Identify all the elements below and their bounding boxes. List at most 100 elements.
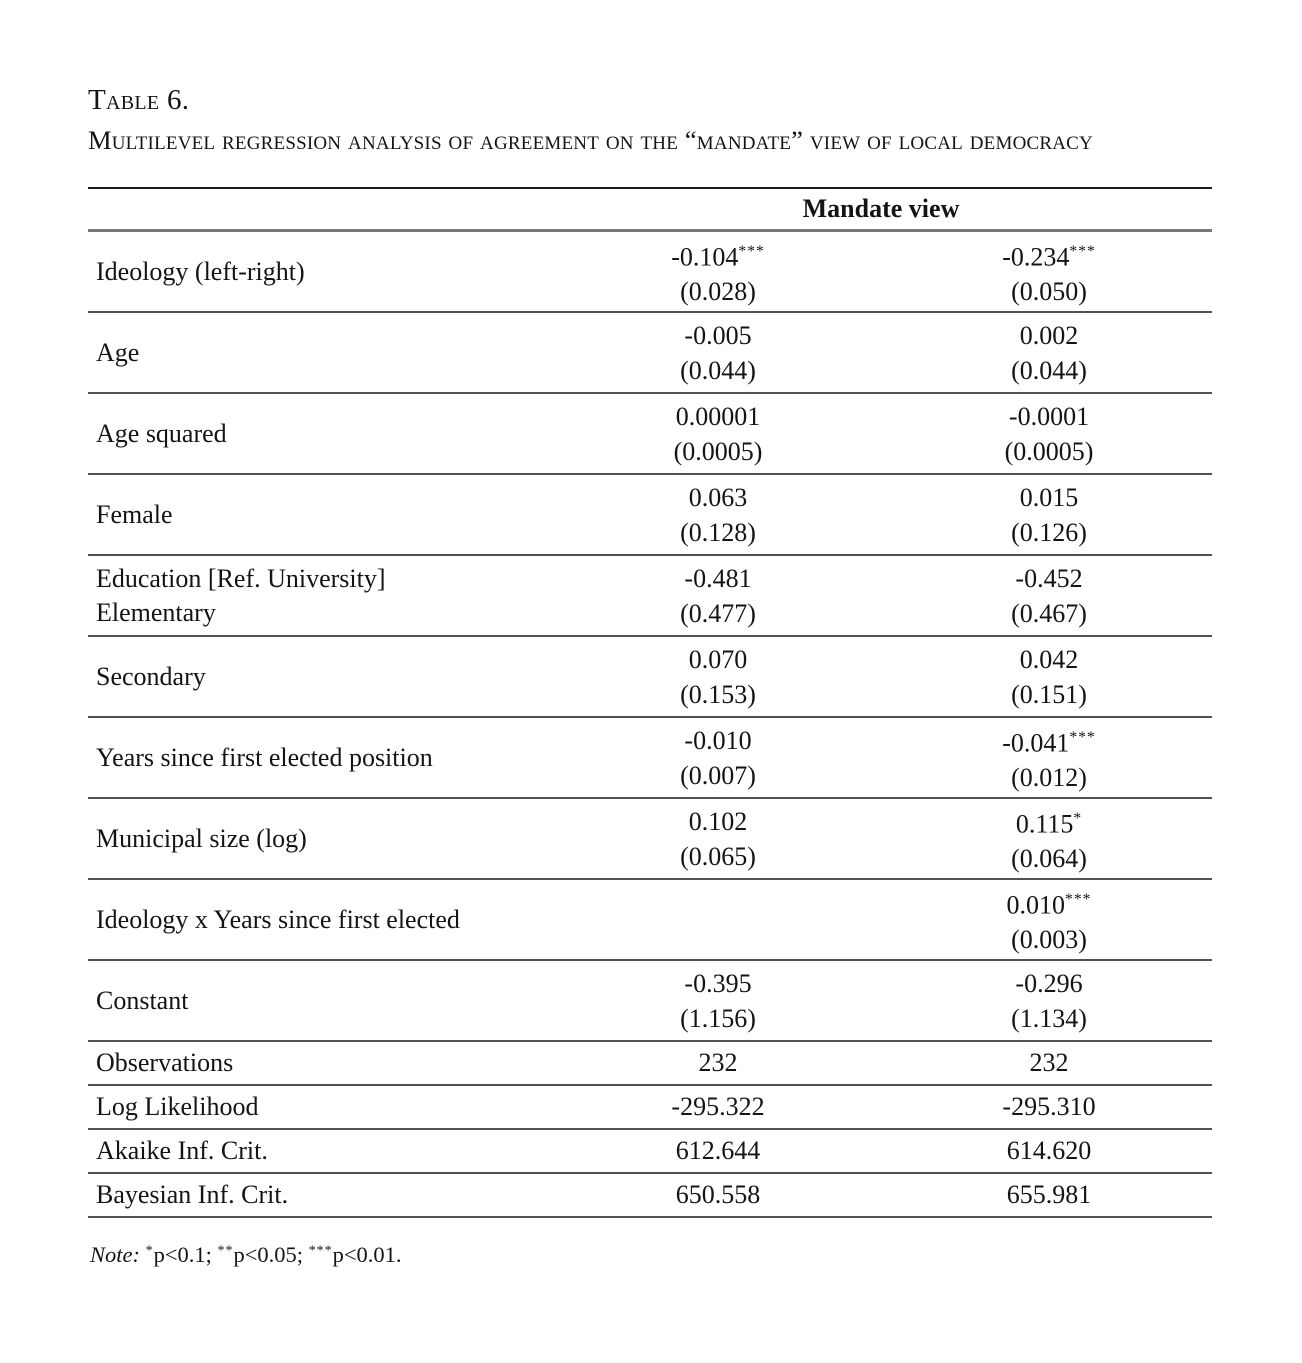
standard-error: (0.467) bbox=[1011, 598, 1087, 628]
table-row-education-elementary: Education [Ref. University] Elementary -… bbox=[88, 556, 1212, 637]
coefficient-value: 0.102 bbox=[688, 806, 748, 836]
row-label-line1: Constant bbox=[96, 985, 189, 1015]
note-star-2: ** bbox=[217, 1243, 234, 1259]
model1-stat: 232 bbox=[698, 1048, 738, 1077]
row-label-line1: Ideology x Years since first elected bbox=[96, 904, 460, 934]
model2-cell: 0.015 (0.126) bbox=[886, 480, 1212, 550]
significance-stars: *** bbox=[738, 242, 765, 260]
standard-error: (0.044) bbox=[1011, 355, 1087, 385]
model2-cell: 0.010*** (0.003) bbox=[886, 882, 1212, 957]
coefficient-value: 0.00001 bbox=[675, 401, 761, 431]
row-label-line1: Female bbox=[96, 499, 173, 529]
table-row-aic: Akaike Inf. Crit. 612.644 614.620 bbox=[88, 1130, 1212, 1174]
coefficient-value: 0.015 bbox=[1019, 482, 1079, 512]
note-threshold-1: p<0.1; bbox=[153, 1242, 212, 1267]
significance-stars: *** bbox=[1069, 728, 1096, 746]
row-label: Constant bbox=[88, 984, 550, 1018]
table-row-ideology-x-years: Ideology x Years since first elected 0.0… bbox=[88, 880, 1212, 961]
standard-error: (0.153) bbox=[680, 679, 756, 709]
row-label-line2: Elementary bbox=[96, 597, 216, 627]
row-label: Secondary bbox=[88, 660, 550, 694]
table-row-female: Female 0.063 (0.128) 0.015 (0.126) bbox=[88, 475, 1212, 556]
note-star-1: * bbox=[145, 1243, 154, 1259]
row-label: Municipal size (log) bbox=[88, 822, 550, 856]
standard-error: (0.0005) bbox=[673, 436, 763, 466]
standard-error: (0.050) bbox=[1011, 277, 1087, 307]
model2-cell: -0.0001 (0.0005) bbox=[886, 399, 1212, 469]
model2-cell: -0.041*** (0.012) bbox=[886, 720, 1212, 795]
model1-cell: -0.395 (1.156) bbox=[550, 966, 886, 1036]
table-block: Table 6. Multilevel regression analysis … bbox=[88, 84, 1212, 1268]
row-label: Education [Ref. University] Elementary bbox=[88, 562, 550, 630]
table-row-observations: Observations 232 232 bbox=[88, 1042, 1212, 1086]
standard-error: (0.007) bbox=[680, 760, 756, 790]
standard-error: (0.064) bbox=[1011, 844, 1087, 874]
model1-cell: 0.063 (0.128) bbox=[550, 480, 886, 550]
coefficient-value: 0.115* bbox=[1015, 809, 1083, 839]
model2-cell: -0.296 (1.134) bbox=[886, 966, 1212, 1036]
model1-stat: -295.322 bbox=[671, 1092, 765, 1121]
model1-stat: 650.558 bbox=[675, 1180, 761, 1209]
coefficient-value: 0.002 bbox=[1019, 320, 1079, 350]
standard-error: (0.044) bbox=[680, 355, 756, 385]
model2-cell: -0.234*** (0.050) bbox=[886, 234, 1212, 309]
table-row-log-likelihood: Log Likelihood -295.322 -295.310 bbox=[88, 1086, 1212, 1130]
row-label: Years since first elected position bbox=[88, 741, 550, 775]
coefficient-value: 0.070 bbox=[688, 644, 748, 674]
coefficient-value: -0.234*** bbox=[1002, 242, 1096, 272]
column-group-header: Mandate view bbox=[802, 194, 960, 223]
model2-cell: -0.452 (0.467) bbox=[886, 561, 1212, 631]
model1-cell: -0.104*** (0.028) bbox=[550, 234, 886, 309]
table-row-secondary: Secondary 0.070 (0.153) 0.042 (0.151) bbox=[88, 637, 1212, 718]
coefficient-value: 0.010*** bbox=[1006, 890, 1092, 920]
regression-table: Mandate view Ideology (left-right) -0.10… bbox=[88, 187, 1212, 1218]
model1-cell: -0.481 (0.477) bbox=[550, 561, 886, 631]
coefficient-value: -0.104*** bbox=[671, 242, 765, 272]
model2-cell: 0.042 (0.151) bbox=[886, 642, 1212, 712]
standard-error: (0.065) bbox=[680, 841, 756, 871]
row-label-line1: Ideology (left-right) bbox=[96, 256, 305, 286]
table-row-municipal-size: Municipal size (log) 0.102 (0.065) 0.115… bbox=[88, 799, 1212, 880]
standard-error: (1.134) bbox=[1011, 1003, 1087, 1033]
row-label-line1: Municipal size (log) bbox=[96, 823, 307, 853]
table-header-row: Mandate view bbox=[88, 189, 1212, 232]
table-number-title: Table 6. bbox=[88, 84, 190, 116]
model2-stat: 232 bbox=[1029, 1048, 1069, 1077]
coefficient-value: -0.296 bbox=[1015, 968, 1083, 998]
note-threshold-3: p<0.01. bbox=[332, 1242, 402, 1267]
coefficient-value: -0.0001 bbox=[1008, 401, 1090, 431]
row-label: Ideology (left-right) bbox=[88, 255, 550, 289]
significance-stars: *** bbox=[1065, 890, 1092, 908]
coefficient-value: -0.481 bbox=[684, 563, 752, 593]
coefficient-value: -0.010 bbox=[684, 725, 752, 755]
model2-stat: 655.981 bbox=[1006, 1180, 1092, 1209]
row-label: Age squared bbox=[88, 417, 550, 451]
note-prefix: Note: bbox=[90, 1242, 140, 1267]
model2-stat: 614.620 bbox=[1006, 1136, 1092, 1165]
row-label-line1: Age bbox=[96, 337, 140, 367]
row-label-line1: Years since first elected position bbox=[96, 742, 433, 772]
standard-error: (1.156) bbox=[680, 1003, 756, 1033]
table-note: Note: *p<0.1; **p<0.05; ***p<0.01. bbox=[88, 1242, 1212, 1268]
model1-stat: 612.644 bbox=[675, 1136, 761, 1165]
model2-cell: 0.115* (0.064) bbox=[886, 801, 1212, 876]
stat-label: Bayesian Inf. Crit. bbox=[96, 1180, 289, 1209]
row-label: Female bbox=[88, 498, 550, 532]
coefficient-value: -0.041*** bbox=[1002, 728, 1096, 758]
coefficient-value: 0.063 bbox=[688, 482, 748, 512]
model1-cell: 0.070 (0.153) bbox=[550, 642, 886, 712]
model1-cell: -0.010 (0.007) bbox=[550, 723, 886, 793]
row-label-line1: Education [Ref. University] bbox=[96, 563, 386, 593]
model2-cell: 0.002 (0.044) bbox=[886, 318, 1212, 388]
table-row-constant: Constant -0.395 (1.156) -0.296 (1.134) bbox=[88, 961, 1212, 1042]
standard-error: (0.012) bbox=[1011, 763, 1087, 793]
standard-error: (0.128) bbox=[680, 517, 756, 547]
standard-error: (0.028) bbox=[680, 277, 756, 307]
significance-stars: *** bbox=[1069, 242, 1096, 260]
note-star-3: *** bbox=[308, 1243, 333, 1259]
coefficient-value: 0.042 bbox=[1019, 644, 1079, 674]
table-row-bic: Bayesian Inf. Crit. 650.558 655.981 bbox=[88, 1174, 1212, 1218]
standard-error: (0.151) bbox=[1011, 679, 1087, 709]
model1-cell: 0.102 (0.065) bbox=[550, 804, 886, 874]
